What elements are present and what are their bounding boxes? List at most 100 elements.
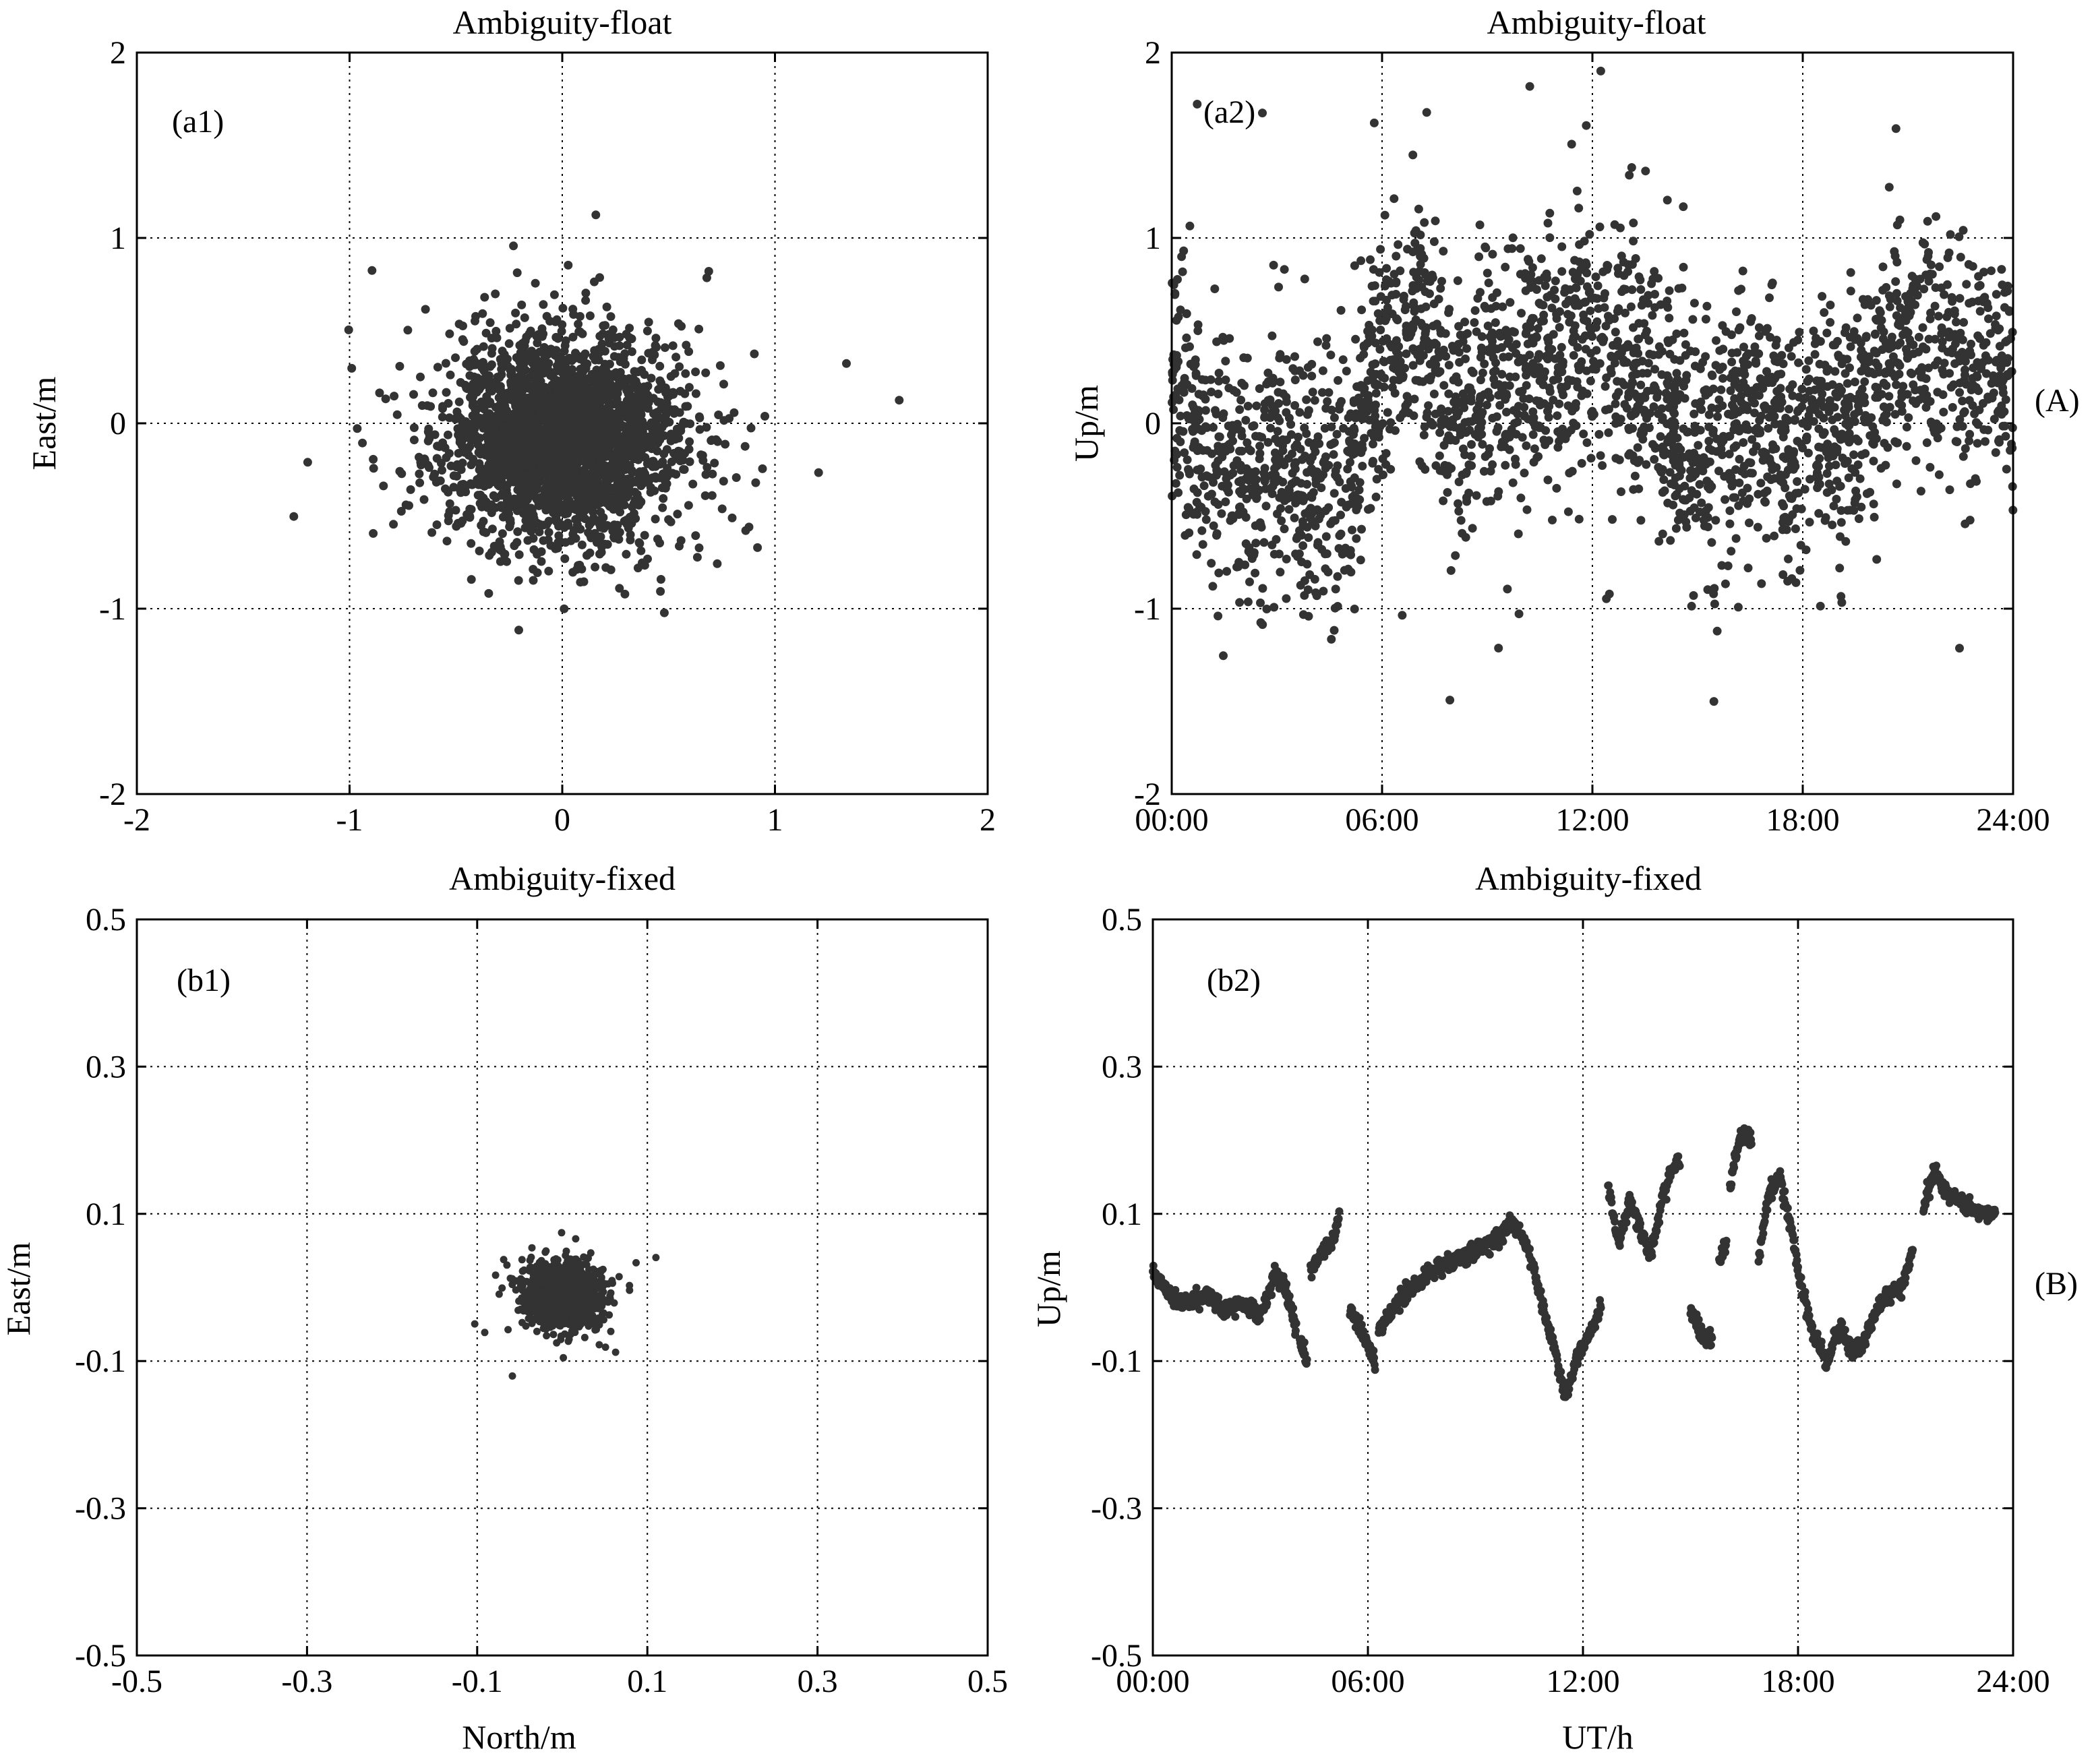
data-point bbox=[1303, 522, 1312, 532]
data-point bbox=[1497, 343, 1506, 352]
data-point bbox=[1822, 328, 1832, 338]
data-point bbox=[1629, 218, 1638, 228]
data-point bbox=[1503, 584, 1512, 594]
data-point bbox=[487, 344, 497, 353]
data-point bbox=[1918, 323, 1927, 332]
data-point bbox=[1869, 512, 1879, 522]
data-point bbox=[549, 290, 559, 299]
data-point bbox=[569, 310, 578, 319]
data-point bbox=[1950, 359, 1960, 368]
data-point bbox=[479, 367, 489, 375]
data-point bbox=[1419, 430, 1429, 439]
data-point bbox=[1830, 367, 1840, 376]
data-point bbox=[1439, 247, 1448, 256]
data-point bbox=[1671, 524, 1681, 533]
data-point bbox=[661, 483, 670, 493]
data-point bbox=[1378, 419, 1387, 428]
data-point bbox=[1444, 361, 1454, 370]
data-point bbox=[1470, 318, 1479, 327]
data-point bbox=[517, 344, 527, 354]
data-point bbox=[692, 553, 702, 562]
data-point bbox=[1274, 475, 1284, 485]
data-point bbox=[1214, 568, 1224, 578]
data-point bbox=[1987, 266, 1996, 276]
data-point bbox=[1467, 439, 1476, 449]
data-point bbox=[616, 367, 625, 377]
data-point bbox=[563, 509, 572, 518]
data-point bbox=[1522, 371, 1531, 380]
data-point bbox=[1572, 399, 1580, 408]
data-point bbox=[417, 401, 427, 410]
data-point bbox=[1762, 486, 1772, 495]
data-point bbox=[465, 371, 475, 380]
data-point bbox=[1251, 431, 1260, 441]
data-point bbox=[1911, 456, 1921, 465]
data-point bbox=[648, 355, 657, 365]
data-point bbox=[1563, 507, 1573, 516]
data-point bbox=[575, 560, 585, 570]
panel-a1-ylabel: East/m bbox=[25, 376, 63, 470]
data-point bbox=[1434, 295, 1443, 304]
data-point bbox=[622, 330, 631, 339]
data-point bbox=[551, 450, 560, 459]
data-point bbox=[667, 457, 676, 466]
data-point bbox=[1199, 481, 1209, 491]
data-point bbox=[1872, 296, 1881, 305]
data-point bbox=[569, 426, 578, 435]
data-point bbox=[577, 540, 587, 549]
data-point bbox=[1627, 163, 1636, 172]
data-point bbox=[457, 441, 467, 450]
data-point bbox=[1734, 501, 1743, 510]
data-point bbox=[532, 427, 541, 436]
data-point bbox=[1555, 323, 1564, 332]
data-point bbox=[1745, 494, 1754, 504]
data-point bbox=[1458, 389, 1468, 398]
data-point bbox=[1480, 359, 1489, 369]
data-point bbox=[614, 408, 623, 418]
data-point bbox=[479, 516, 488, 526]
data-point bbox=[1358, 462, 1367, 470]
data-point bbox=[533, 338, 542, 348]
data-point bbox=[622, 549, 631, 559]
data-point bbox=[1734, 326, 1743, 334]
data-point bbox=[715, 361, 725, 370]
data-point bbox=[1280, 265, 1289, 274]
data-point bbox=[1451, 551, 1460, 560]
data-point bbox=[644, 398, 653, 407]
data-point bbox=[1892, 479, 1901, 489]
data-point bbox=[1302, 395, 1311, 404]
data-point bbox=[1852, 492, 1861, 501]
data-point bbox=[1760, 402, 1769, 411]
data-point bbox=[1650, 455, 1659, 464]
data-point bbox=[1785, 404, 1793, 414]
data-point bbox=[421, 305, 430, 314]
data-point bbox=[1412, 284, 1421, 293]
data-point bbox=[1768, 465, 1777, 475]
data-point bbox=[1794, 358, 1803, 367]
data-point bbox=[557, 437, 566, 447]
data-point bbox=[1245, 577, 1254, 586]
data-point bbox=[1890, 372, 1900, 382]
data-point bbox=[1543, 475, 1553, 485]
data-point bbox=[419, 495, 429, 504]
data-point bbox=[575, 327, 585, 336]
data-point bbox=[1948, 402, 1957, 412]
data-point bbox=[1922, 438, 1932, 448]
data-point bbox=[1586, 348, 1596, 358]
data-point bbox=[1596, 451, 1605, 460]
data-point bbox=[1334, 375, 1343, 385]
data-point bbox=[1489, 374, 1499, 384]
data-point bbox=[626, 530, 635, 539]
data-point bbox=[1255, 518, 1265, 527]
data-point bbox=[1846, 286, 1855, 296]
data-point bbox=[1749, 348, 1759, 357]
data-point bbox=[1280, 524, 1289, 534]
data-point bbox=[433, 363, 442, 372]
data-point bbox=[616, 508, 625, 517]
data-point bbox=[560, 341, 570, 351]
data-point bbox=[1727, 481, 1737, 491]
data-point bbox=[369, 454, 378, 464]
data-point bbox=[1211, 460, 1220, 470]
data-point bbox=[1738, 266, 1747, 276]
data-point bbox=[1850, 377, 1859, 387]
